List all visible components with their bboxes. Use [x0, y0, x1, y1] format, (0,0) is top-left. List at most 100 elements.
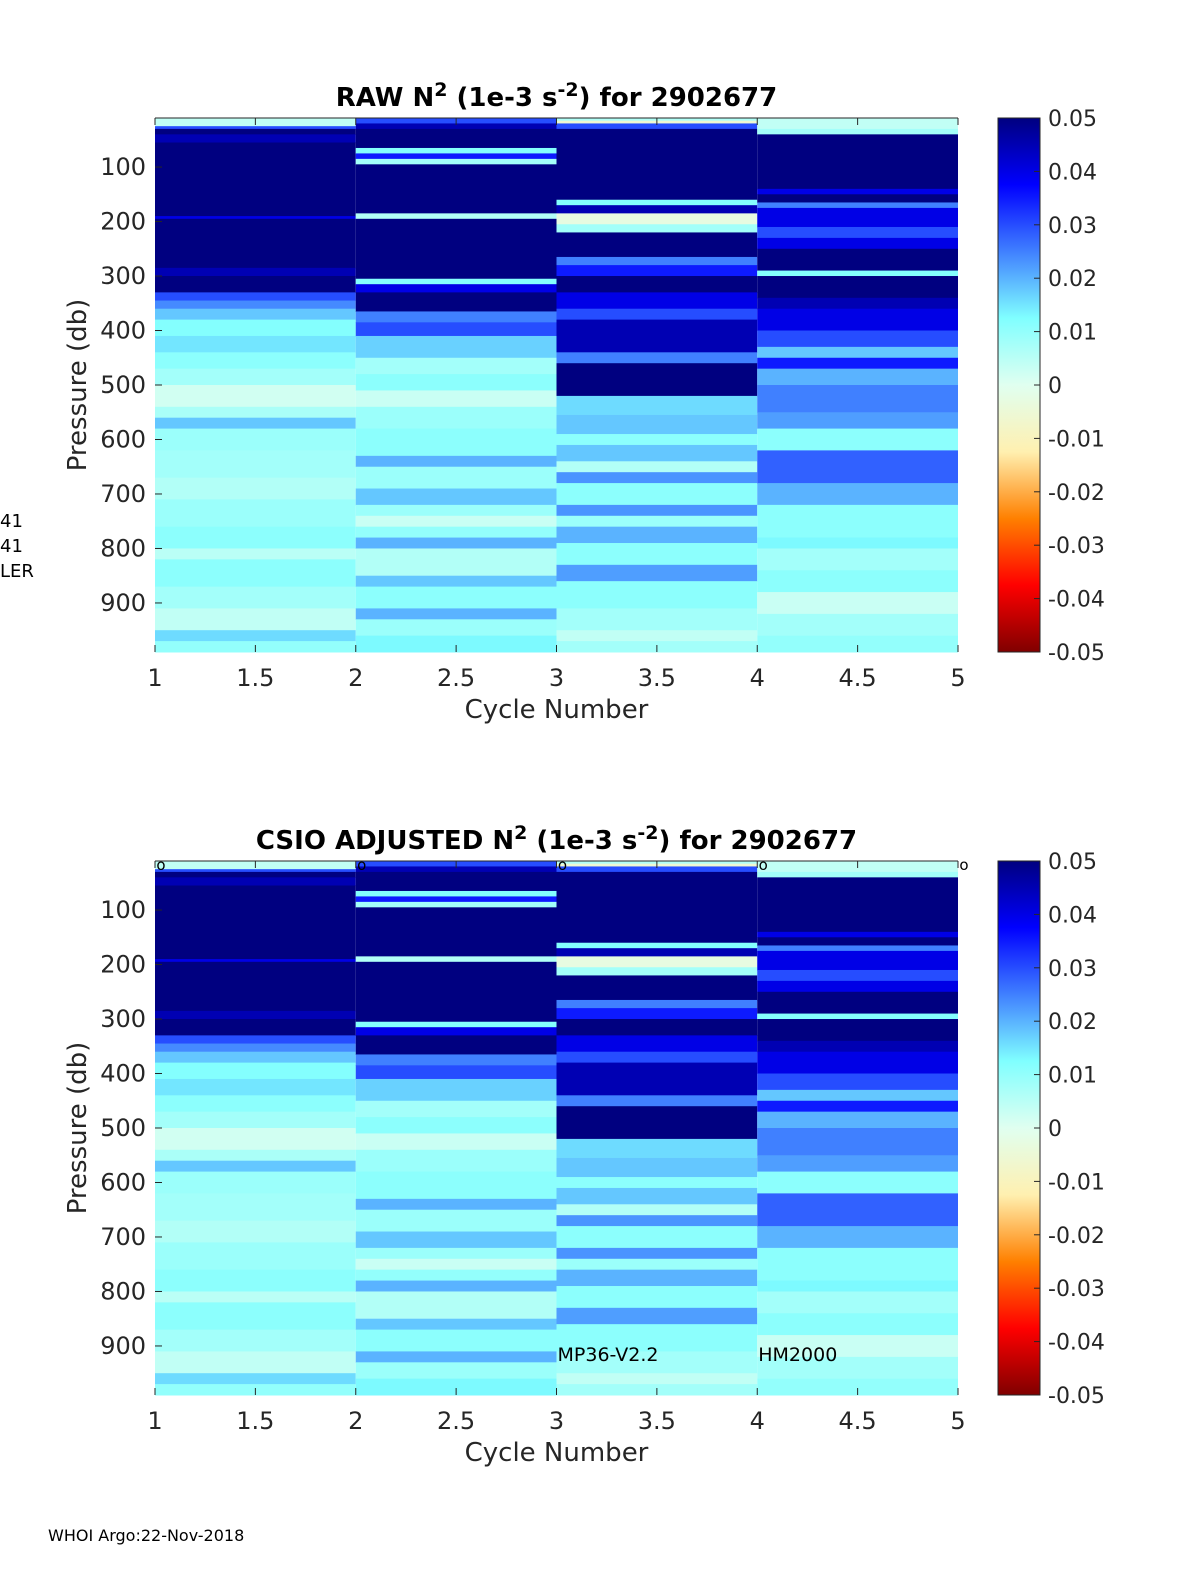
heatmap-cell-cycle1-layer21 [155, 1220, 356, 1243]
heatmap-cell-cycle1-layer10 [155, 300, 356, 310]
heatmap-cell-cycle2-layer30 [355, 1351, 557, 1363]
colorbar-tick-label: 0.03 [1048, 957, 1097, 982]
heatmap-cell-cycle3-layer2 [556, 123, 758, 130]
heatmap-cell-cycle3-layer9 [556, 999, 758, 1009]
heatmap-cell-cycle2-layer15 [355, 1100, 557, 1118]
x-tick-label: 4.5 [839, 664, 877, 692]
heatmap-cell-cycle2-layer4 [355, 896, 557, 903]
heatmap-cell-cycle1-layer22 [155, 499, 356, 528]
heatmap-cell-cycle2-layer19 [355, 1171, 557, 1200]
colorbar-gradient-bar [997, 860, 1041, 1396]
heatmap-cell-cycle1-layer25 [155, 1302, 356, 1331]
heatmap-cells [155, 118, 958, 653]
colorbar-tick-label: -0.05 [1048, 1384, 1105, 1409]
heatmap-cell-cycle4-layer28 [757, 613, 958, 637]
heatmap-cell-cycle4-layer28 [757, 1356, 958, 1380]
heatmap-cell-cycle2-layer17 [355, 1133, 557, 1151]
x-tick-label: 1.5 [236, 664, 274, 692]
colorbar-gradient-bar [997, 117, 1041, 653]
heatmap-cell-cycle1-layer19 [155, 1171, 356, 1194]
sensor-annotation: HM2000 [758, 1344, 837, 1366]
heatmap-cell-cycle2-layer23 [355, 1247, 557, 1260]
x-axis-label: Cycle Number [465, 695, 649, 725]
heatmap-cell-cycle4-layer27 [757, 592, 958, 615]
heatmap-cell-cycle2-layer14 [355, 335, 557, 359]
heatmap-cell-cycle4-layer13 [757, 308, 958, 332]
heatmap-cell-cycle4-layer10 [757, 270, 958, 277]
heatmap-cell-cycle4-layer13 [757, 1051, 958, 1075]
x-tick-label: 4.5 [839, 1407, 877, 1435]
heatmap-cell-cycle2-layer5 [355, 901, 557, 908]
y-axis-label: Pressure (db) [63, 299, 93, 472]
heatmap-cell-cycle1-layer18 [155, 1160, 356, 1173]
colorbar-tick-label: 0.04 [1048, 160, 1097, 185]
heatmap-cell-cycle2-layer18 [355, 1149, 557, 1173]
heatmap-cell-cycle1-layer4 [155, 142, 356, 217]
heatmap-cell-cycle1-layer9 [155, 292, 356, 302]
heatmap-cell-cycle2-layer23 [355, 504, 557, 517]
heatmap-cell-cycle4-layer18 [757, 1128, 958, 1156]
colorbar-tick-label: -0.02 [1048, 481, 1105, 506]
x-tick-label: 2 [348, 1407, 363, 1435]
colorbar-tick-label: 0.03 [1048, 214, 1097, 239]
y-tick-label: 100 [100, 896, 146, 924]
y-tick-label: 600 [100, 1168, 146, 1196]
colorbar-tick-label: -0.01 [1048, 1170, 1105, 1195]
heatmap-cell-cycle3-layer29 [556, 581, 758, 609]
heatmap-cell-cycle4-layer9 [757, 248, 958, 272]
heatmap-cell-cycle3-layer28 [556, 564, 758, 582]
heatmap-cell-cycle4-layer26 [757, 1313, 958, 1336]
heatmap-cell-cycle4-layer20 [757, 1171, 958, 1194]
y-tick-label: 600 [100, 425, 146, 453]
heatmap-cell-cycle1-layer11 [155, 308, 356, 321]
cycle-marker: o [357, 856, 366, 874]
heatmap-cell-cycle1-layer2 [155, 128, 356, 135]
heatmap-cell-cycle3-layer22 [556, 1215, 758, 1227]
heatmap-cell-cycle3-layer13 [556, 308, 758, 321]
x-tick-label: 3.5 [638, 1407, 676, 1435]
heatmap-cell-cycle2-layer32 [355, 635, 557, 653]
heatmap-cell-cycle4-layer20 [757, 428, 958, 451]
heatmap-cell-cycle3-layer16 [556, 363, 758, 397]
heatmap-cell-cycle2-layer21 [355, 466, 557, 490]
x-tick-label: 2.5 [437, 664, 475, 692]
cycle-marker: o [156, 856, 165, 874]
heatmap-cell-cycle3-layer5 [556, 205, 758, 214]
heatmap-cell-cycle1-layer13 [155, 335, 356, 353]
x-tick-label: 5 [950, 664, 965, 692]
heatmap-cell-cycle2-layer26 [355, 537, 557, 549]
heatmap-cell-cycle3-layer31 [556, 1373, 758, 1385]
heatmap-cell-cycle1-layer26 [155, 586, 356, 609]
heatmap-cell-cycle1-layer7 [155, 267, 356, 277]
heatmap-cell-cycle4-layer7 [757, 969, 958, 982]
heatmap-cell-cycle1-layer15 [155, 368, 356, 386]
colorbar-tick-label: 0.02 [1048, 267, 1097, 292]
heatmap-cell-cycle4-layer15 [757, 346, 958, 359]
x-axis-label: Cycle Number [465, 1438, 649, 1468]
heatmap-cell-cycle3-layer24 [556, 504, 758, 517]
colorbar-tick-label: -0.05 [1048, 641, 1105, 666]
heatmap-cell-cycle1-layer14 [155, 1095, 356, 1113]
heatmap-cell-cycle4-layer2 [757, 877, 958, 933]
heatmap-cell-cycle1-layer22 [155, 1242, 356, 1271]
heatmap-cell-cycle3-layer18 [556, 1157, 758, 1178]
heatmap-cell-cycle3-layer18 [556, 414, 758, 435]
colorbar-tick-label: 0.01 [1048, 1064, 1097, 1089]
heatmap-cell-cycle3-layer30 [556, 1351, 758, 1374]
heatmap-cell-cycle3-layer27 [556, 543, 758, 566]
heatmap-cell-cycle4-layer21 [757, 450, 958, 484]
heatmap-cell-cycle1-layer24 [155, 1291, 356, 1303]
cycle-marker: o [759, 856, 768, 874]
heatmap-cell-cycle3-layer20 [556, 444, 758, 462]
heatmap-cell-cycle4-layer16 [757, 1100, 958, 1113]
heatmap-cell-cycle3-layer21 [556, 1204, 758, 1216]
heatmap-cell-cycle1-layer4 [155, 885, 356, 960]
heatmap-cell-cycle2-layer21 [355, 1209, 557, 1233]
heatmap-cell-cycle1-layer18 [155, 417, 356, 430]
heatmap-cell-cycle1-layer28 [155, 1373, 356, 1385]
heatmap-cell-cycle3-layer19 [556, 1177, 758, 1189]
heatmap-cell-cycle3-layer3 [556, 128, 758, 201]
heatmap-cell-cycle4-layer19 [757, 1155, 958, 1173]
colorbar: 0.05 0.04 0.03 0.02 0.01 0 -0.01 -0.02 -0.03 -0.0… [997, 850, 1105, 1409]
heatmap-cell-cycle4-layer29 [757, 635, 958, 653]
